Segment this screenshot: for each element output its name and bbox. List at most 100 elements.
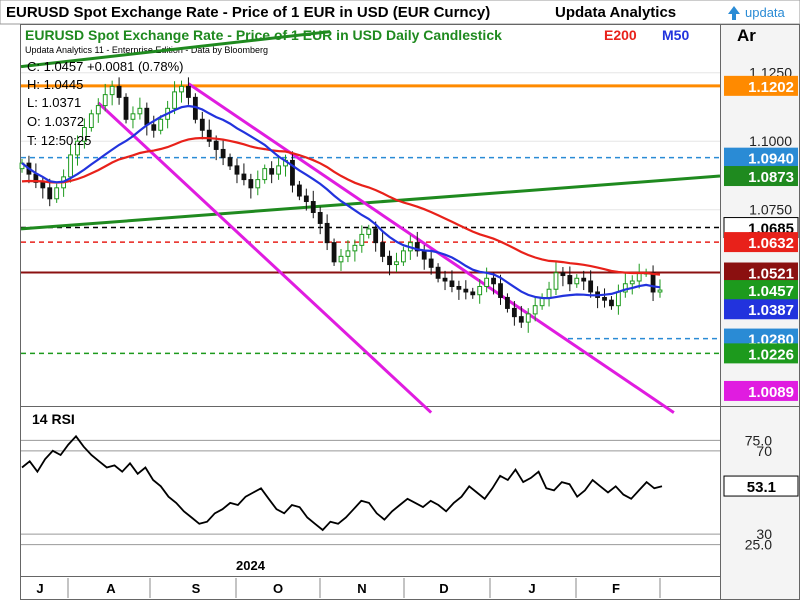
candle-body-42 bbox=[310, 201, 316, 213]
candle-body-64 bbox=[463, 288, 469, 293]
candle-body-40 bbox=[296, 184, 302, 197]
month-label-2: S bbox=[192, 581, 201, 596]
candle-body-76 bbox=[546, 288, 552, 298]
price-tag-label-1: 1.0940 bbox=[748, 151, 794, 168]
price-tag-box-9 bbox=[724, 343, 798, 364]
ohlc-high: H: 1.0445 bbox=[27, 77, 83, 92]
candle-body-86 bbox=[615, 291, 621, 307]
e200-legend: E200 bbox=[604, 27, 637, 43]
price-tag-label-2: 1.0873 bbox=[748, 169, 794, 186]
ohlc-low: L: 1.0371 bbox=[27, 95, 81, 110]
ohlc-time: T: 12:50:25 bbox=[27, 133, 91, 148]
candle-body-27 bbox=[206, 129, 212, 142]
price-tick-label-1: 1.1000 bbox=[749, 133, 792, 149]
candle-body-88 bbox=[629, 280, 635, 285]
candle-body-59 bbox=[428, 258, 434, 268]
candle-body-14 bbox=[116, 85, 122, 98]
candle-body-39 bbox=[290, 159, 295, 186]
candle-body-65 bbox=[470, 291, 476, 296]
month-label-4: N bbox=[357, 581, 366, 596]
candle-body-20 bbox=[158, 118, 164, 131]
candle-body-44 bbox=[324, 222, 330, 244]
e200-line bbox=[21, 136, 661, 276]
candle-body-50 bbox=[366, 228, 372, 235]
candle-body-4 bbox=[47, 187, 53, 200]
price-tag-label-0: 1.1202 bbox=[748, 79, 794, 96]
candle-body-73 bbox=[525, 313, 531, 323]
candle-body-46 bbox=[338, 255, 344, 263]
candle-body-62 bbox=[449, 280, 455, 287]
candle-body-84 bbox=[602, 296, 607, 301]
candle-body-15 bbox=[123, 96, 129, 120]
rsi-line bbox=[21, 434, 663, 532]
candle-body-68 bbox=[491, 277, 496, 285]
candle-body-26 bbox=[199, 118, 205, 131]
month-label-3: O bbox=[273, 581, 283, 596]
rsi-tick-label-2: 30 bbox=[756, 526, 772, 542]
candle-body-32 bbox=[241, 173, 247, 181]
candle-body-24 bbox=[186, 85, 191, 98]
candle-body-91 bbox=[650, 272, 656, 293]
candle-body-60 bbox=[435, 266, 441, 279]
candle-body-3 bbox=[40, 181, 46, 189]
candle-body-87 bbox=[622, 283, 628, 293]
candle-body-66 bbox=[477, 285, 483, 296]
price-tag-box-2 bbox=[724, 166, 798, 187]
candle-body-82 bbox=[588, 280, 594, 293]
candle-body-85 bbox=[609, 299, 614, 307]
candle-body-52 bbox=[380, 242, 386, 257]
candle-body-36 bbox=[269, 168, 275, 175]
candle-body-43 bbox=[317, 211, 323, 224]
candle-body-16 bbox=[130, 113, 136, 120]
ohlc-close: C: 1.0457 +0.0081 (0.78%) bbox=[27, 59, 183, 74]
candle-body-54 bbox=[394, 261, 399, 266]
price-tag-box-5 bbox=[724, 262, 798, 283]
candle-body-31 bbox=[234, 165, 240, 175]
candle-body-92 bbox=[657, 289, 663, 293]
rsi-title: 14 RSI bbox=[32, 411, 75, 427]
price-level-tags: 1.12021.09401.08731.06851.06321.05211.04… bbox=[723, 75, 799, 401]
price-tag-box-6 bbox=[724, 280, 798, 301]
candle-body-57 bbox=[414, 242, 420, 252]
candle-body-55 bbox=[401, 250, 406, 263]
rsi-grid bbox=[21, 439, 720, 546]
price-panel-frame bbox=[20, 24, 721, 407]
month-label-1: A bbox=[106, 581, 116, 596]
candle-body-47 bbox=[345, 250, 351, 257]
candle-body-61 bbox=[442, 277, 448, 282]
candle-body-37 bbox=[276, 165, 281, 175]
candle-body-22 bbox=[172, 91, 177, 109]
candle-body-58 bbox=[421, 250, 427, 260]
channel-upper-line bbox=[187, 82, 675, 414]
candle-body-18 bbox=[144, 107, 150, 126]
price-tag-label-9: 1.0226 bbox=[748, 346, 794, 363]
candle-body-13 bbox=[109, 85, 115, 96]
candle-body-10 bbox=[88, 113, 94, 129]
brand-name: Updata Analytics bbox=[555, 4, 676, 21]
candle-body-72 bbox=[518, 316, 524, 323]
moving-averages bbox=[21, 104, 661, 300]
candle-body-33 bbox=[248, 179, 254, 189]
rsi-axis-frame bbox=[720, 406, 800, 600]
price-tag-box-10 bbox=[724, 380, 798, 401]
green-trendline-upper bbox=[20, 30, 331, 69]
candle-body-78 bbox=[560, 272, 566, 277]
ohlc-open: O: 1.0372 bbox=[27, 114, 84, 129]
chart-subtitle: EURUSD Spot Exchange Rate - Price of 1 E… bbox=[25, 27, 502, 43]
rsi-tick-label-1: 70 bbox=[756, 443, 772, 459]
candle-body-29 bbox=[220, 148, 226, 159]
rsi-tick-label-3: 25.0 bbox=[745, 537, 772, 553]
candle-body-19 bbox=[151, 124, 157, 131]
candle-body-7 bbox=[68, 154, 73, 178]
price-tick-label-2: 1.0750 bbox=[749, 202, 792, 218]
candle-body-74 bbox=[532, 305, 538, 315]
month-label-5: D bbox=[439, 581, 448, 596]
candle-body-81 bbox=[581, 277, 587, 282]
price-tag-label-5: 1.0521 bbox=[748, 266, 794, 283]
candle-body-45 bbox=[331, 242, 337, 263]
candle-body-28 bbox=[213, 140, 219, 150]
rsi-last-tag-box bbox=[723, 475, 799, 497]
candle-body-51 bbox=[373, 228, 379, 244]
